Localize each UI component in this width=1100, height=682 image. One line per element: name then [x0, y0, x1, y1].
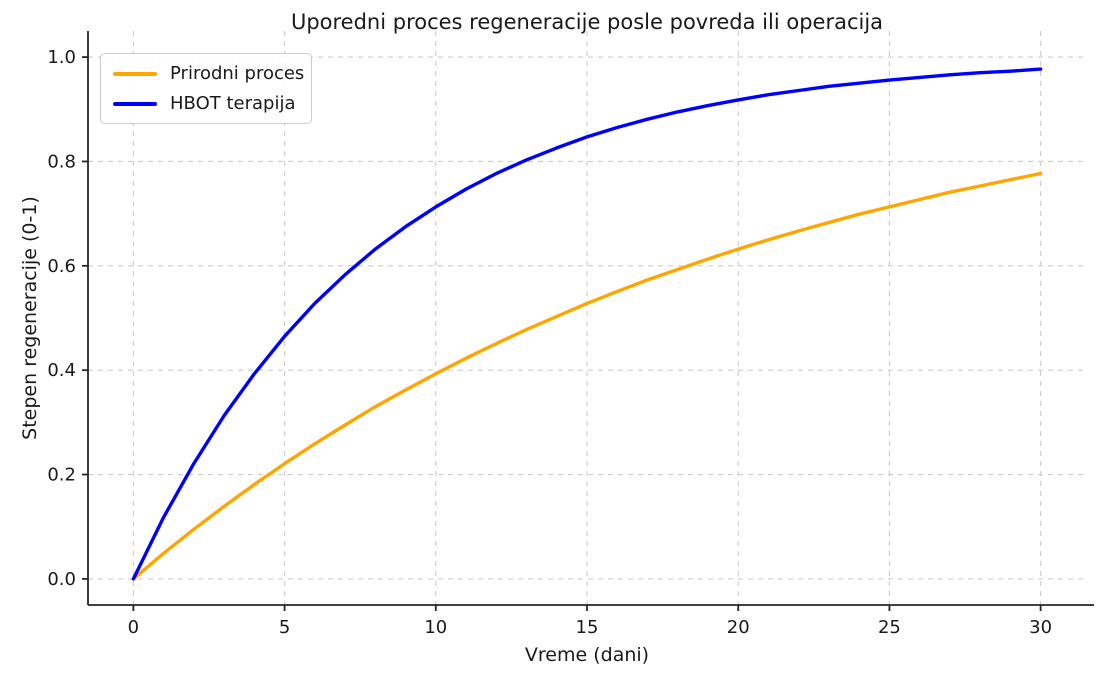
y-tick-label: 0.0	[47, 569, 76, 590]
x-tick-label: 25	[878, 617, 901, 638]
x-tick-label: 30	[1029, 617, 1052, 638]
legend-label: HBOT terapija	[170, 93, 296, 114]
y-tick-label: 0.6	[47, 256, 76, 277]
legend-item-prirodni-proces: Prirodni proces	[113, 63, 304, 84]
legend: Prirodni proces HBOT terapija	[100, 53, 312, 124]
y-tick-label: 1.0	[47, 47, 76, 68]
curve-prirodni-proces	[131, 171, 1043, 581]
legend-item-hbot-terapija: HBOT terapija	[113, 93, 299, 114]
x-tick-label: 5	[279, 617, 290, 638]
legend-line-sample	[113, 71, 157, 76]
x-tick-label: 15	[576, 617, 599, 638]
x-tick-label: 0	[128, 617, 139, 638]
x-tick-label: 20	[727, 617, 750, 638]
legend-line-sample	[113, 101, 157, 106]
y-tick-label: 0.2	[47, 465, 76, 486]
x-tick-label: 10	[424, 617, 447, 638]
chart-title: Uporedni proces regeneracije posle povre…	[290, 10, 884, 34]
y-tick-label: 0.4	[47, 360, 76, 381]
legend-label: Prirodni proces	[170, 63, 305, 84]
curve-hbot-terapija	[131, 67, 1043, 581]
x-axis-label: Vreme (dani)	[524, 644, 650, 666]
y-tick-label: 0.8	[47, 151, 76, 172]
